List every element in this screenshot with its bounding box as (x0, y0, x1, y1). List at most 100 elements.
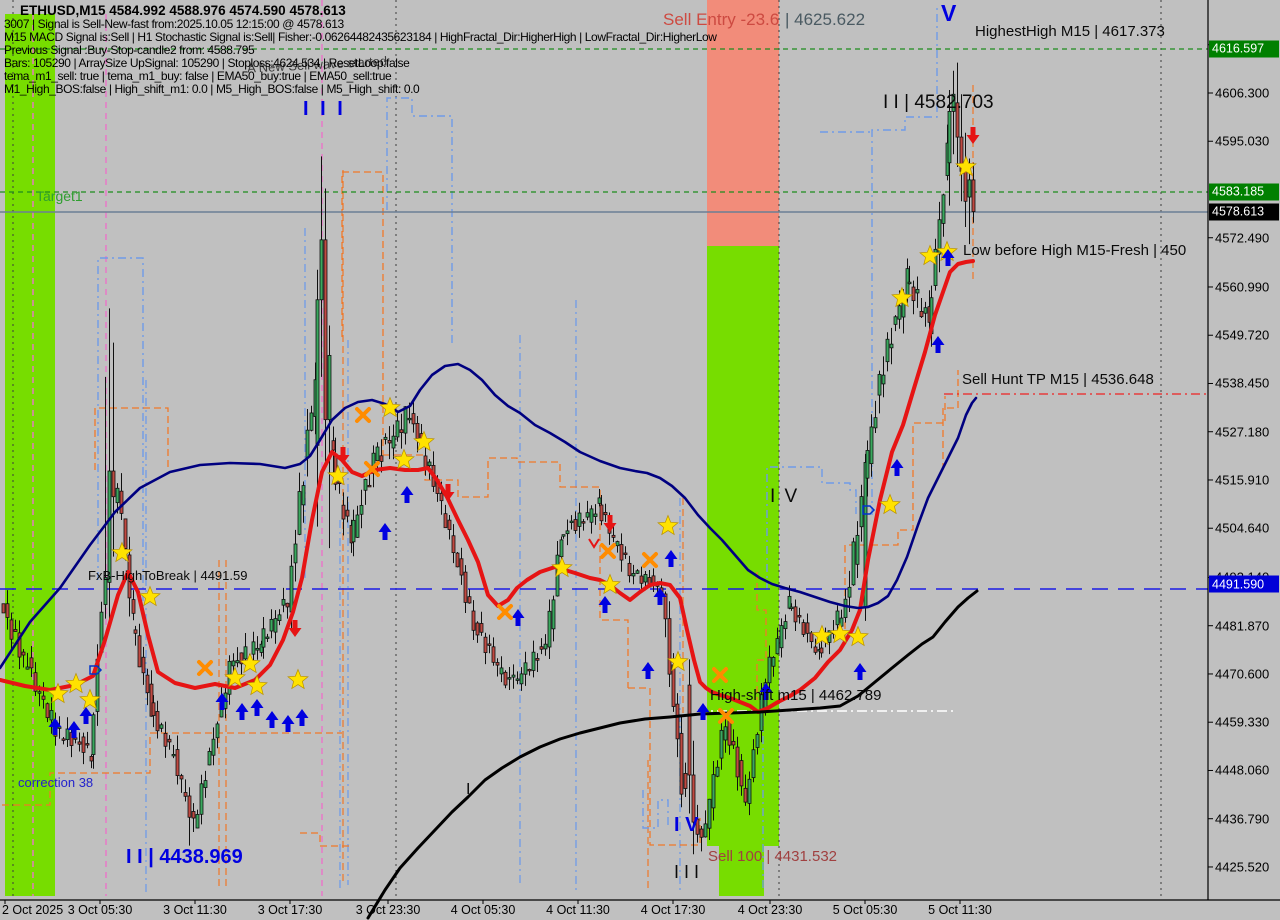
buy-arrow-icon (853, 663, 867, 680)
price-flag-icon (89, 665, 103, 675)
candle-body (281, 598, 286, 606)
candle-body (813, 646, 818, 653)
buy-arrow-icon (931, 336, 945, 353)
candle-body (547, 610, 552, 648)
time-axis-label: 3 Oct 23:30 (355, 903, 421, 917)
star-signal-icon (413, 430, 435, 452)
candle-body (947, 110, 952, 164)
candle-body (955, 102, 960, 138)
price-axis-label: 4448.060 (1215, 762, 1270, 778)
candle-body (61, 738, 66, 741)
candle-body (9, 619, 14, 640)
buy-arrow-icon (400, 486, 414, 503)
star-signal-icon (246, 674, 268, 696)
candle-body (175, 749, 180, 776)
buy-arrow-icon (759, 683, 773, 700)
candle-body (45, 703, 50, 719)
fractal-box (97, 257, 144, 620)
price-axis-label: 4527.180 (1215, 424, 1270, 440)
candle-body (751, 749, 756, 779)
candle-body (407, 417, 412, 421)
candle-body (111, 470, 116, 498)
x-signal-icon (497, 604, 513, 620)
price-axis-label: 4515.910 (1215, 472, 1270, 488)
candle-body (195, 814, 200, 829)
candle-body (379, 455, 384, 462)
hollow-arrow-icon (588, 538, 600, 549)
candle-body (593, 513, 598, 517)
candle-body (367, 484, 372, 488)
stop-channel (942, 370, 959, 470)
candle-body (255, 647, 260, 651)
fractal-steps (642, 790, 669, 829)
price-axis-label: 4549.720 (1215, 327, 1270, 343)
sell-arrow-icon (441, 484, 455, 501)
candle-body (107, 470, 112, 583)
candle-body (265, 636, 270, 639)
candle-body (511, 674, 516, 678)
candle-body (643, 574, 648, 583)
candle-body (115, 487, 120, 504)
buy-arrow-icon (598, 596, 612, 613)
price-axis-label: 4470.600 (1215, 666, 1270, 682)
chart-label: High-shift m15 | 4462.789 (710, 687, 882, 704)
candle-body (589, 508, 594, 523)
time-axis-label: 4 Oct 23:30 (737, 903, 803, 917)
candle-body (251, 641, 256, 655)
candle-body (403, 406, 408, 434)
candle-body (351, 519, 356, 543)
candle-body (131, 599, 136, 614)
candle-body (893, 316, 898, 325)
x-signal-icon (642, 552, 658, 568)
candle-body (203, 780, 208, 788)
sell-arrow-icon (288, 620, 302, 637)
candle-body (561, 534, 566, 537)
stop-channel (94, 407, 169, 470)
star-signal-icon (287, 668, 309, 690)
candle-body (839, 617, 844, 627)
candle-body (391, 435, 396, 449)
candle-body (439, 492, 444, 502)
candle-body (133, 629, 138, 634)
candle-body (787, 595, 792, 609)
candle-body (851, 541, 856, 586)
candle-body (523, 662, 528, 675)
star-signal-icon (667, 650, 689, 672)
candle-body (155, 711, 160, 732)
buy-arrow-icon (941, 249, 955, 266)
candle-body (707, 798, 712, 829)
stop-channel (2, 732, 342, 806)
price-badge: 4583.185 (1209, 183, 1279, 201)
candle-body (877, 374, 882, 396)
indicators-line: M15 MACD Signal is:Sell | H1 Stochastic … (4, 30, 717, 44)
candle-body (619, 544, 624, 561)
buy-arrow-icon (696, 703, 710, 720)
time-axis-label: 2 Oct 2025 (2, 903, 64, 917)
chart-label: I I | 4438.969 (126, 846, 243, 868)
star-signal-icon (379, 396, 401, 418)
candle-body (855, 534, 860, 565)
candle-body (559, 539, 564, 558)
candle-body (211, 738, 216, 756)
candle-body (735, 746, 740, 778)
sell-zone (707, 0, 779, 246)
candle-body (711, 774, 716, 809)
candle-body (715, 766, 720, 777)
buy-arrow-icon (511, 609, 525, 626)
star-signal-icon (657, 514, 679, 536)
candle-body (387, 440, 392, 444)
candle-body (527, 669, 532, 672)
candle-body (163, 732, 168, 747)
time-axis-label: 3 Oct 11:30 (163, 903, 227, 917)
candle-body (13, 629, 18, 632)
candle-body (627, 562, 632, 577)
candle-body (801, 622, 806, 635)
candle-body (739, 760, 744, 787)
price-flag-icon (862, 505, 876, 515)
price-badge: 4491.590 (1209, 575, 1279, 593)
chart-label: HighestHigh M15 | 4617.373 (975, 23, 1165, 40)
candle-body (971, 179, 976, 212)
